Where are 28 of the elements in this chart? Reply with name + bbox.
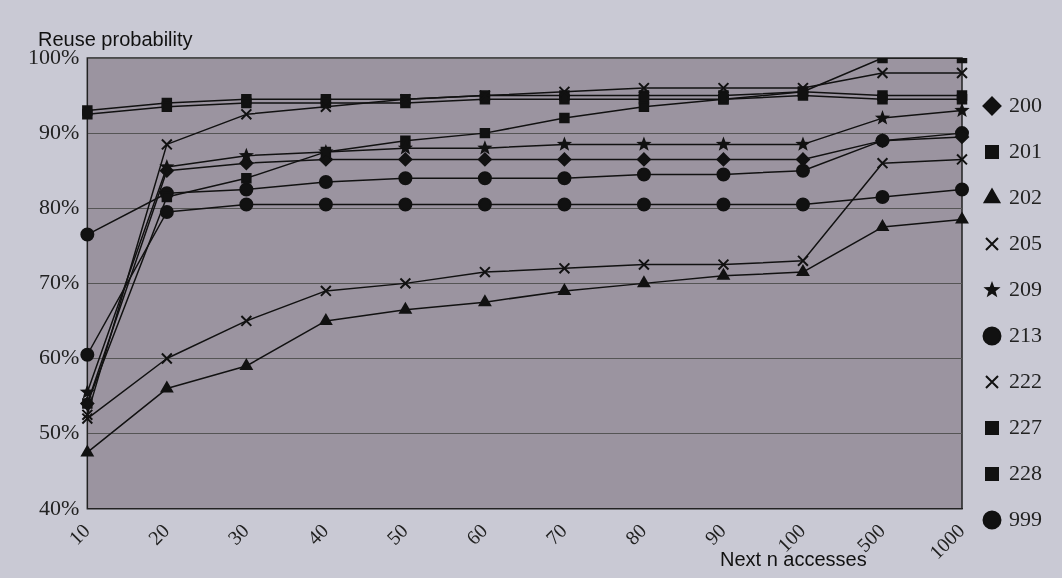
x-tick-label: 50 [382,519,412,549]
x-tick-label: 80 [620,519,651,549]
y-tick-label: 80% [39,194,80,220]
x-tick-label: 90 [700,519,730,549]
legend-label: 202 [1009,183,1042,209]
x-tick-label: 1000 [924,519,969,564]
legend-label: 227 [1009,413,1042,439]
x-tick-label: 100 [772,519,810,556]
legend-label: 200 [1009,91,1042,117]
legend-label: 213 [1009,321,1042,347]
x-tick-label: 70 [541,519,571,549]
x-tick-label: 60 [461,519,492,549]
legend-label: 228 [1009,459,1042,485]
legend-label: 201 [1009,137,1042,163]
x-tick-label: 30 [223,519,253,549]
legend-label: 209 [1009,275,1042,301]
legend-label: 222 [1009,367,1042,393]
y-tick-label: 70% [39,269,80,295]
y-tick-label: 50% [39,419,80,445]
y-tick-label: 90% [39,118,80,144]
y-tick-label: 60% [39,344,80,370]
legend-label: 999 [1009,505,1042,531]
x-tick-label: 10 [64,519,94,549]
legend-label: 205 [1009,229,1042,255]
y-tick-label: 40% [39,494,80,520]
x-tick-label: 40 [302,519,333,549]
x-tick-label: 20 [143,519,174,549]
x-tick-label: 500 [852,519,890,556]
